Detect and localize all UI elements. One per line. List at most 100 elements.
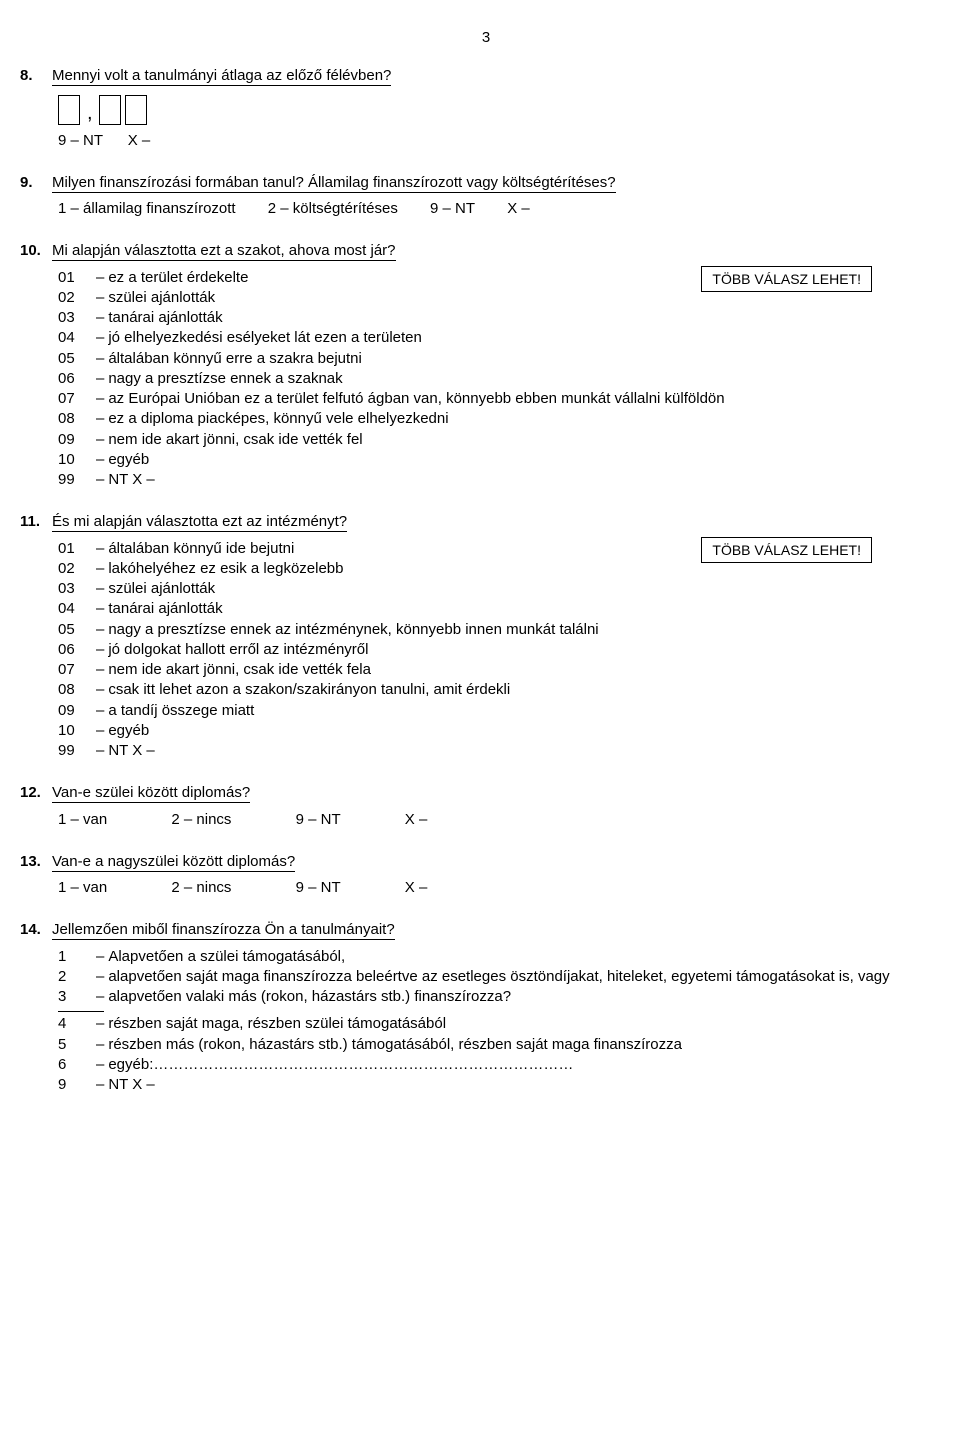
option-text: 2 – költségtérítéses: [268, 199, 398, 219]
q11-options: TÖBB VÁLASZ LEHET! 01–általában könnyű i…: [58, 539, 952, 762]
option-text: 1 – van: [58, 878, 107, 898]
q12-options: 1 – van 2 – nincs 9 – NT X –: [58, 810, 952, 830]
dash: –: [92, 349, 108, 369]
option-row: 04–tanárai ajánlották: [58, 599, 952, 619]
dash: –: [92, 701, 108, 721]
dash: –: [92, 450, 108, 470]
q14-title: Jellemzően miből finanszírozza Ön a tanu…: [52, 921, 395, 940]
dash: –: [92, 680, 108, 700]
option-code: 9: [58, 1075, 92, 1095]
dash: –: [92, 1014, 108, 1034]
option-code: 01: [58, 268, 92, 288]
option-code: 10: [58, 721, 92, 741]
option-text: 9 – NT: [296, 878, 341, 898]
dash: –: [92, 268, 108, 288]
option-code: 02: [58, 288, 92, 308]
option-code: 06: [58, 640, 92, 660]
option-text: X –: [405, 810, 428, 830]
question-14: 14. Jellemzően miből finanszírozza Ön a …: [20, 920, 952, 1095]
q10-title: Mi alapján választotta ezt a szakot, aho…: [52, 242, 396, 261]
question-13: 13. Van-e a nagyszülei között diplomás? …: [20, 852, 952, 899]
q10-options: TÖBB VÁLASZ LEHET! 01–ez a terület érdek…: [58, 268, 952, 491]
q14-number: 14.: [20, 920, 52, 940]
option-row: 08–csak itt lehet azon a szakon/szakirán…: [58, 680, 952, 700]
question-8: 8. Mennyi volt a tanulmányi átlaga az el…: [20, 66, 952, 151]
q14-options: 1–Alapvetően a szülei támogatásából,2–al…: [58, 947, 952, 1096]
option-code: 05: [58, 620, 92, 640]
option-code: 09: [58, 430, 92, 450]
option-code: 3: [58, 987, 92, 1007]
option-code: 04: [58, 599, 92, 619]
divider: [58, 1011, 104, 1012]
dash: –: [92, 987, 108, 1007]
question-10: 10. Mi alapján választotta ezt a szakot,…: [20, 241, 952, 490]
dash: –: [92, 1035, 108, 1055]
dash: –: [92, 599, 108, 619]
q13-number: 13.: [20, 852, 52, 872]
option-text: X –: [507, 199, 530, 219]
option-row: 09–nem ide akart jönni, csak ide vették …: [58, 430, 952, 450]
dash: –: [92, 947, 108, 967]
option-label: NT X –: [108, 741, 952, 761]
q12-title: Van-e szülei között diplomás?: [52, 784, 250, 803]
option-text: 2 – nincs: [171, 810, 231, 830]
comma: ,: [84, 100, 95, 127]
option-label: csak itt lehet azon a szakon/szakirányon…: [108, 680, 952, 700]
option-row: 03–szülei ajánlották: [58, 579, 952, 599]
option-row: 6–egyéb:…………………………………………………………………………: [58, 1055, 952, 1075]
option-label: általában könnyű erre a szakra bejutni: [108, 349, 952, 369]
digit-box[interactable]: [125, 95, 147, 125]
q8-inline-options: 9 – NT X –: [58, 131, 952, 151]
option-code: 2: [58, 967, 92, 987]
multi-answer-note: TÖBB VÁLASZ LEHET!: [701, 266, 872, 293]
q13-options: 1 – van 2 – nincs 9 – NT X –: [58, 878, 952, 898]
option-label: a tandíj összege miatt: [108, 701, 952, 721]
dash: –: [92, 559, 108, 579]
option-code: 02: [58, 559, 92, 579]
option-code: 08: [58, 680, 92, 700]
option-label: tanárai ajánlották: [108, 308, 952, 328]
dash: –: [92, 369, 108, 389]
q8-number: 8.: [20, 66, 52, 86]
option-label: NT X –: [108, 1075, 952, 1095]
option-code: 4: [58, 1014, 92, 1034]
option-row: 06–jó dolgokat hallott erről az intézmén…: [58, 640, 952, 660]
option-code: 6: [58, 1055, 92, 1075]
option-label: nem ide akart jönni, csak ide vették fel…: [108, 660, 952, 680]
option-text: 2 – nincs: [171, 878, 231, 898]
dash: –: [92, 308, 108, 328]
dash: –: [92, 721, 108, 741]
option-row: 03–tanárai ajánlották: [58, 308, 952, 328]
option-row: 05–nagy a presztízse ennek az intézményn…: [58, 620, 952, 640]
option-row: 9–NT X –: [58, 1075, 952, 1095]
option-row: 08–ez a diploma piacképes, könnyű vele e…: [58, 409, 952, 429]
option-text: 1 – államilag finanszírozott: [58, 199, 236, 219]
option-label: ez a diploma piacképes, könnyű vele elhe…: [108, 409, 952, 429]
option-label: egyéb: [108, 450, 952, 470]
option-code: 5: [58, 1035, 92, 1055]
option-row: 5–részben más (rokon, házastárs stb.) tá…: [58, 1035, 952, 1055]
option-label: tanárai ajánlották: [108, 599, 952, 619]
option-row: 07–az Európai Unióban ez a terület felfu…: [58, 389, 952, 409]
option-code: 99: [58, 470, 92, 490]
q8-input-boxes[interactable]: ,: [58, 95, 952, 125]
q8-title: Mennyi volt a tanulmányi átlaga az előző…: [52, 67, 391, 86]
option-label: jó elhelyezkedési esélyeket lát ezen a t…: [108, 328, 952, 348]
option-label: nagy a presztízse ennek a szaknak: [108, 369, 952, 389]
option-code: 07: [58, 660, 92, 680]
option-row: 09–a tandíj összege miatt: [58, 701, 952, 721]
option-code: 06: [58, 369, 92, 389]
page-number: 3: [20, 28, 952, 48]
option-text: 9 – NT: [296, 810, 341, 830]
option-row: 04–jó elhelyezkedési esélyeket lát ezen …: [58, 328, 952, 348]
option-row: 4–részben saját maga, részben szülei tám…: [58, 1014, 952, 1034]
dash: –: [92, 328, 108, 348]
digit-box[interactable]: [99, 95, 121, 125]
option-label: részben saját maga, részben szülei támog…: [108, 1014, 952, 1034]
dash: –: [92, 539, 108, 559]
option-code: 03: [58, 579, 92, 599]
dash: –: [92, 579, 108, 599]
digit-box[interactable]: [58, 95, 80, 125]
option-row: 99–NT X –: [58, 470, 952, 490]
option-row: 3–alapvetően valaki más (rokon, házastár…: [58, 987, 952, 1007]
